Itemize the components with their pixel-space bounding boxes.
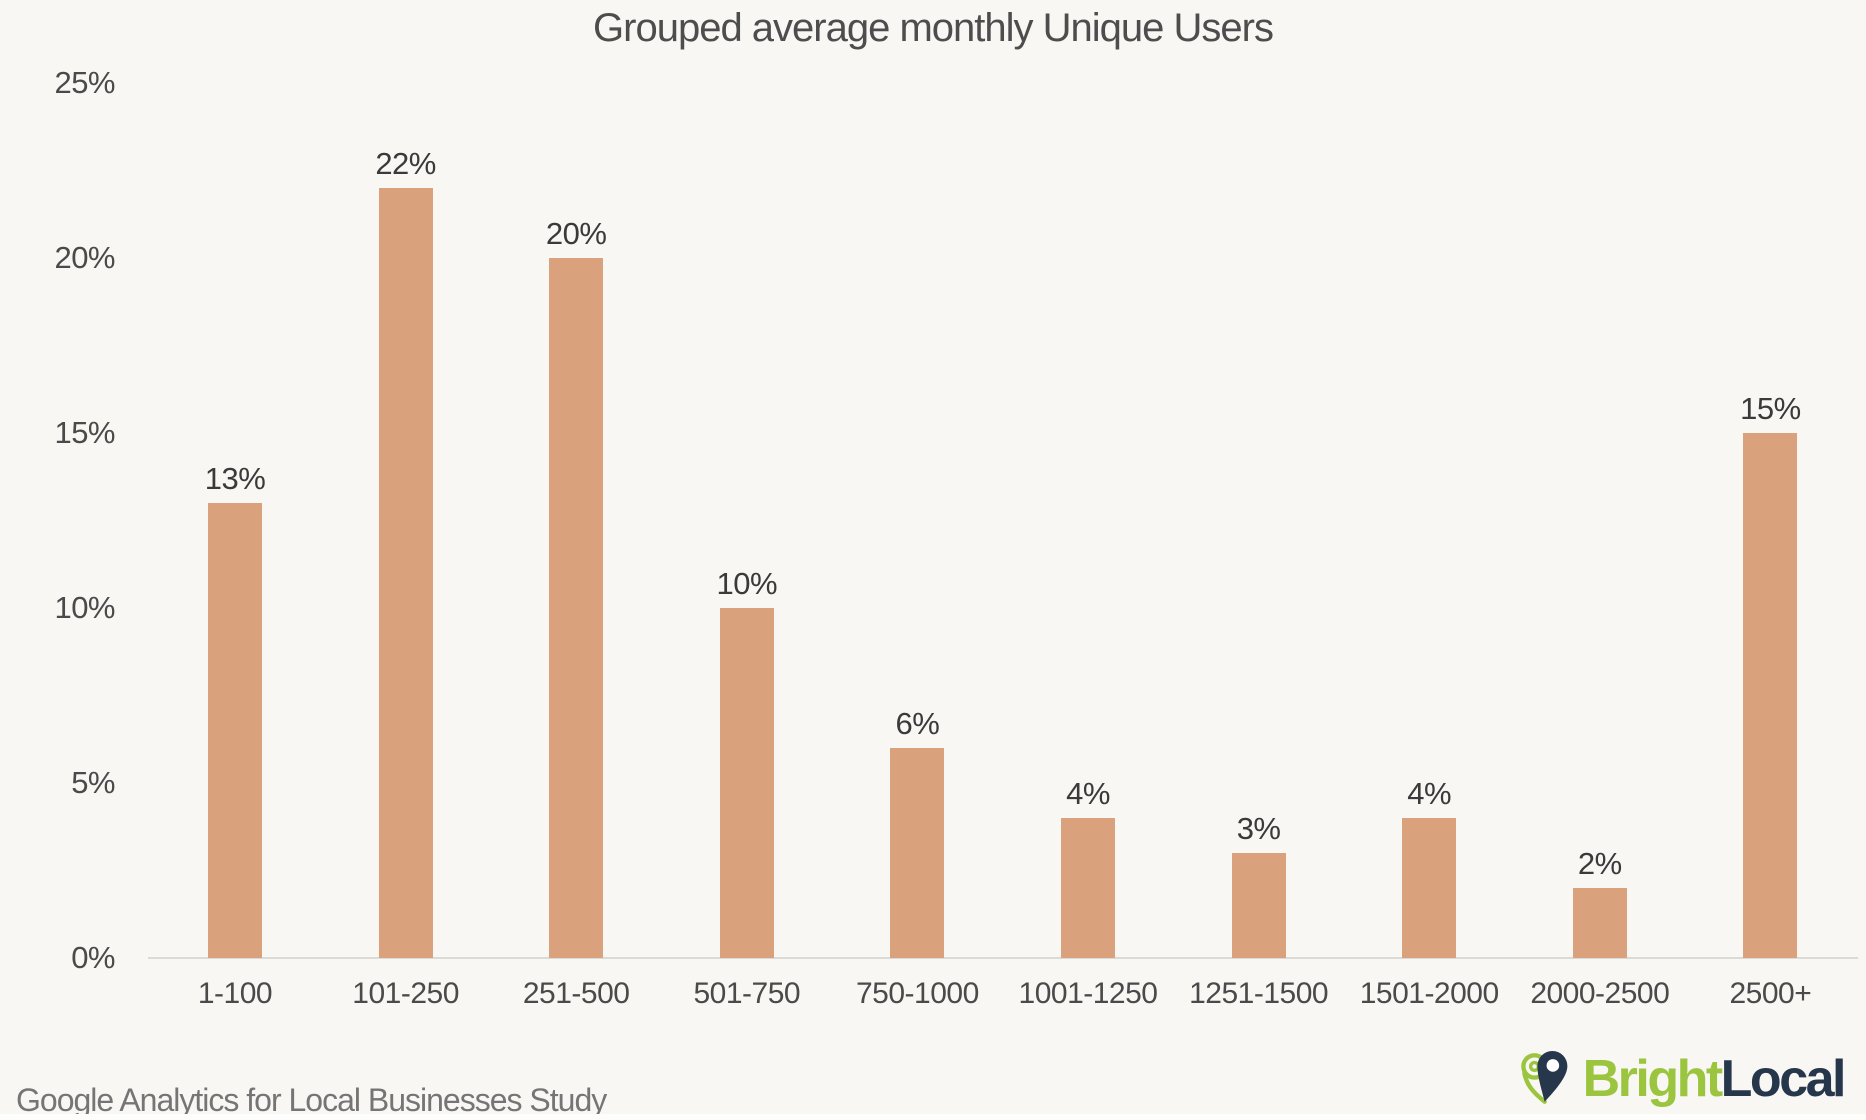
bar-value-label: 15%: [1740, 391, 1801, 426]
brand-local: Local: [1720, 1050, 1847, 1108]
x-category-label: 1501-2000: [1359, 977, 1499, 1010]
source-caption: Google Analytics for Local Businesses St…: [16, 1082, 607, 1118]
y-tick-label: 15%: [54, 415, 115, 450]
x-axis-line: [148, 957, 1858, 959]
brightlocal-wordmark: BrightLocal: [1582, 1046, 1847, 1112]
bar: [1572, 888, 1627, 958]
bar: [1061, 818, 1115, 958]
bar-value-label: 3%: [1236, 811, 1281, 846]
chart-title: Grouped average monthly Unique Users: [593, 6, 1274, 50]
bar-value-label: 4%: [1066, 776, 1110, 811]
bar: [549, 258, 604, 958]
bottom-edge-strip: [0, 1114, 1866, 1120]
brand-bright: Bright: [1582, 1050, 1724, 1108]
bar: [1743, 433, 1798, 958]
bar-value-label: 20%: [545, 216, 607, 251]
brightlocal-pin-icon: [1520, 1050, 1567, 1104]
brightlocal-logo: BrightLocal: [1520, 1046, 1847, 1112]
y-tick-label: 20%: [54, 240, 115, 275]
x-category-label: 2500+: [1729, 977, 1812, 1010]
x-category-label: 101-250: [352, 977, 459, 1010]
x-category-label: 251-500: [522, 977, 630, 1010]
bar: [378, 188, 433, 958]
bar-value-label: 4%: [1407, 776, 1452, 811]
bar: [890, 748, 945, 958]
bar: [208, 503, 262, 958]
x-category-label: 1251-1500: [1189, 977, 1329, 1010]
y-tick-label: 10%: [54, 590, 115, 625]
bar: [719, 608, 774, 958]
x-category-label: 501-750: [693, 977, 801, 1010]
y-tick-label: 5%: [71, 765, 115, 800]
bar-value-label: 22%: [375, 146, 436, 181]
bar-value-label: 10%: [716, 566, 778, 601]
bar-value-label: 6%: [895, 706, 940, 741]
y-tick-label: 0%: [71, 940, 115, 975]
x-category-label: 1001-1250: [1018, 977, 1158, 1010]
y-tick-label: 25%: [54, 65, 115, 100]
bar: [1402, 818, 1457, 958]
x-category-label: 2000-2500: [1530, 977, 1670, 1010]
x-category-label: 1-100: [197, 977, 273, 1010]
bar-value-label: 13%: [204, 461, 266, 496]
x-category-label: 750-1000: [855, 977, 979, 1010]
bar-value-label: 2%: [1577, 846, 1622, 881]
bar: [1231, 853, 1286, 958]
